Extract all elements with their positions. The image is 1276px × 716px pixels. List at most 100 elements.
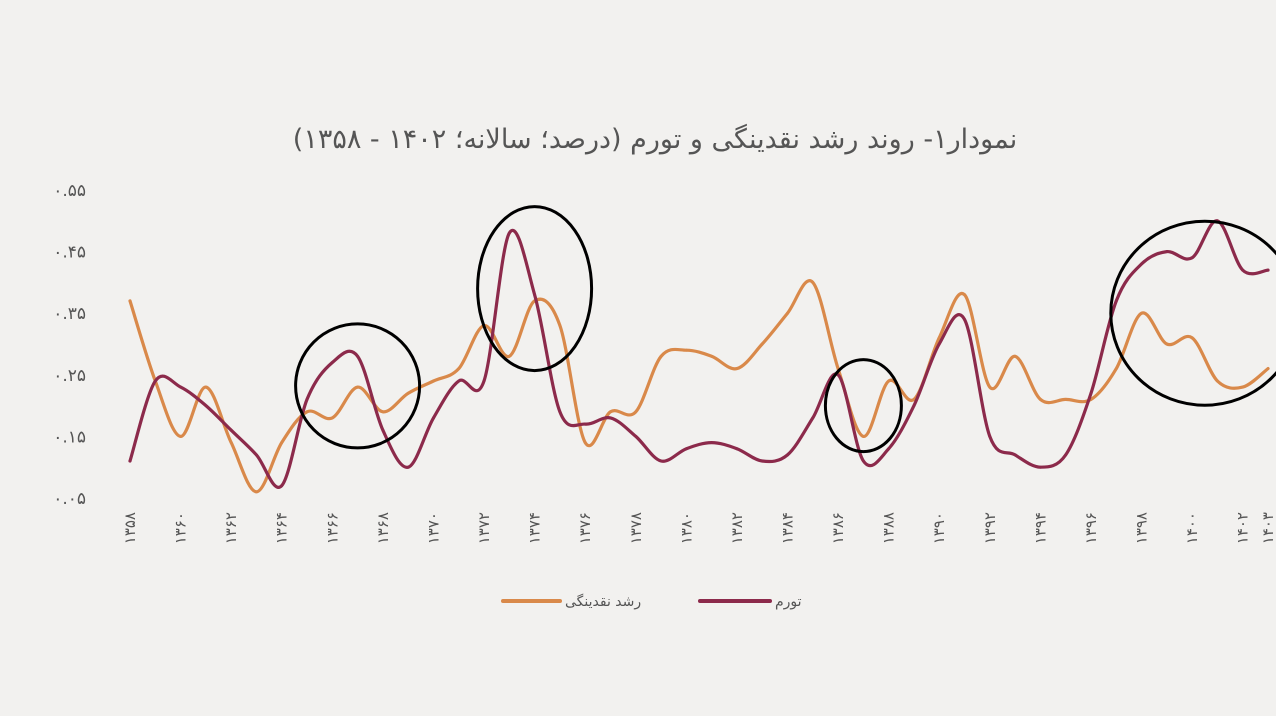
chart-title: نمودار۱- روند رشد نقدینگی و تورم (درصد؛ … [293,123,1017,155]
data-point [735,367,739,370]
data-point [533,293,536,297]
data-point [1266,268,1270,272]
data-point [406,391,410,395]
data-point [685,447,688,451]
annotation-circle [294,322,422,450]
data-point [659,459,663,463]
x-tick-label: ۱۳۸۶ [829,512,847,544]
data-point [862,435,865,438]
data-point [280,484,284,488]
data-point [305,398,309,401]
data-point [457,379,461,383]
data-point [912,398,916,401]
y-axis-ticks: ۰.۰۵ ۰.۱۵ ۰.۲۵ ۰.۳۵ ۰.۴۵ ۰.۵۵ [53,181,86,509]
y-tick-label: ۰.۴۵ [53,243,86,263]
data-point [710,441,713,444]
x-tick-label: ۱۳۸۴ [779,512,797,544]
x-tick-label: ۱۳۷۸ [627,512,645,544]
data-point [1165,250,1169,254]
data-point [1039,465,1042,469]
data-point [381,428,385,432]
data-point [609,416,612,420]
x-tick-label: ۱۳۸۲ [728,512,746,544]
x-tick-label: ۱۳۶۰ [172,512,190,544]
data-point [634,435,638,438]
data-point [330,361,334,364]
data-point [280,441,284,444]
data-point [1114,367,1118,370]
annotation-layer [294,205,1276,454]
data-point [1241,268,1245,272]
x-tick-label: ۱۳۷۲ [475,512,493,544]
data-point [1190,256,1194,260]
data-point [558,324,562,327]
data-point [912,404,916,407]
series-line-inflation [128,219,1270,489]
data-point [1089,391,1093,395]
data-point [153,379,157,383]
data-point [811,416,815,420]
data-point [1216,379,1219,383]
data-point [1190,336,1194,340]
annotation-circle [476,205,594,373]
data-point [937,342,941,346]
data-point [1165,342,1169,346]
data-point [685,348,688,352]
data-point [128,459,132,463]
x-tick-label: ۱۳۶۴ [273,512,291,544]
data-point [811,281,815,284]
data-point [1114,299,1118,303]
y-tick-label: ۰.۲۵ [53,366,86,386]
data-point [558,410,562,414]
x-tick-label: ۱۳۷۰ [424,512,442,544]
data-point [128,299,132,303]
x-tick-label: ۱۳۵۸ [121,512,139,544]
data-point [1140,311,1143,315]
x-tick-label: ۱۳۹۲ [981,512,999,544]
data-point [1064,453,1068,457]
y-tick-label: ۰.۵۵ [53,181,86,201]
x-tick-label: ۱۳۹۸ [1133,512,1151,544]
x-tick-label: ۱۳۸۰ [677,512,695,544]
legend-label: رشد نقدینگی [565,593,641,610]
data-point [432,416,435,420]
data-point [457,367,461,370]
x-tick-label: ۱۳۸۸ [880,512,898,544]
annotation-circle [823,358,903,454]
data-point [406,465,410,469]
data-point [786,311,789,315]
data-point [1140,262,1143,266]
data-point [255,490,258,494]
data-point [507,354,511,358]
data-point [609,410,612,414]
x-tick-label: ۱۳۶۲ [222,512,240,544]
series-layer [128,219,1270,494]
data-point [963,318,966,321]
data-point [229,428,233,432]
x-tick-label: ۱۳۷۶ [576,512,594,544]
data-point [583,441,587,444]
x-tick-label: ۱۴۰۳ [1259,512,1276,544]
data-point [786,453,789,457]
data-point [305,410,309,414]
x-tick-label: ۱۳۹۶ [1082,512,1100,544]
x-tick-label: ۱۳۹۴ [1031,512,1049,544]
x-tick-label: ۱۴۰۰ [1183,512,1201,544]
data-point [507,231,511,235]
y-tick-label: ۰.۳۵ [53,304,86,324]
data-point [356,354,359,358]
data-point [204,404,208,407]
series-line-liquidity-growth [128,279,1270,494]
data-point [937,336,941,340]
data-point [988,435,992,438]
y-tick-label: ۰.۰۵ [53,489,86,509]
data-point [381,410,385,414]
x-tick-label: ۱۴۰۲ [1234,512,1252,544]
data-point [179,385,183,389]
data-point [583,422,587,426]
data-point [1013,453,1017,457]
data-point [1064,398,1068,401]
data-point [988,385,992,389]
legend-label: تورم [775,594,802,610]
